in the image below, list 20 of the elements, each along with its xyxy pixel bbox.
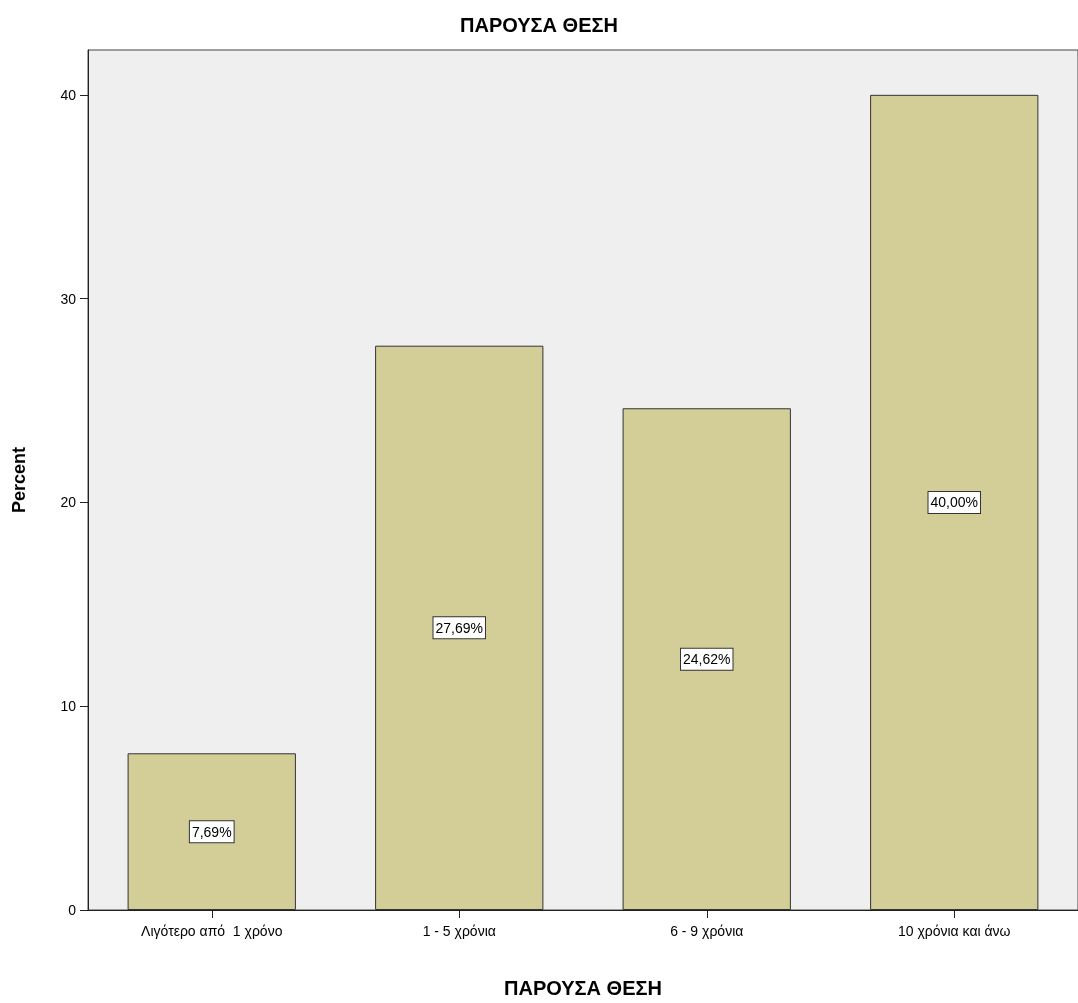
data-label: 40,00%	[930, 494, 978, 511]
bar	[870, 94, 1039, 910]
y-tick-label: 0	[68, 902, 77, 918]
x-axis-title: ΠΑΡΟΥΣΑ ΘΕΣΗ	[504, 977, 662, 999]
y-tick-label: 40	[60, 86, 77, 103]
bar	[622, 408, 791, 910]
data-label: 7,69%	[191, 823, 232, 840]
data-label: 27,69%	[435, 619, 483, 636]
y-tick-label: 30	[60, 290, 77, 307]
x-tick-label: 10 χρόνια και άνω	[897, 923, 1011, 939]
x-tick-label: 1 - 5 χρόνια	[422, 923, 496, 939]
bar	[127, 753, 296, 910]
chart-title: ΠΑΡΟΥΣΑ ΘΕΣΗ	[460, 14, 618, 36]
x-tick-label: 6 - 9 χρόνια	[670, 923, 744, 939]
y-tick-label: 10	[60, 698, 77, 715]
data-label: 24,62%	[683, 651, 731, 668]
bar	[375, 345, 544, 910]
x-tick-label: Λιγότερο από 1 χρόνο	[141, 923, 283, 939]
y-axis-title: Percent	[9, 446, 29, 514]
y-tick-label: 20	[60, 494, 77, 511]
